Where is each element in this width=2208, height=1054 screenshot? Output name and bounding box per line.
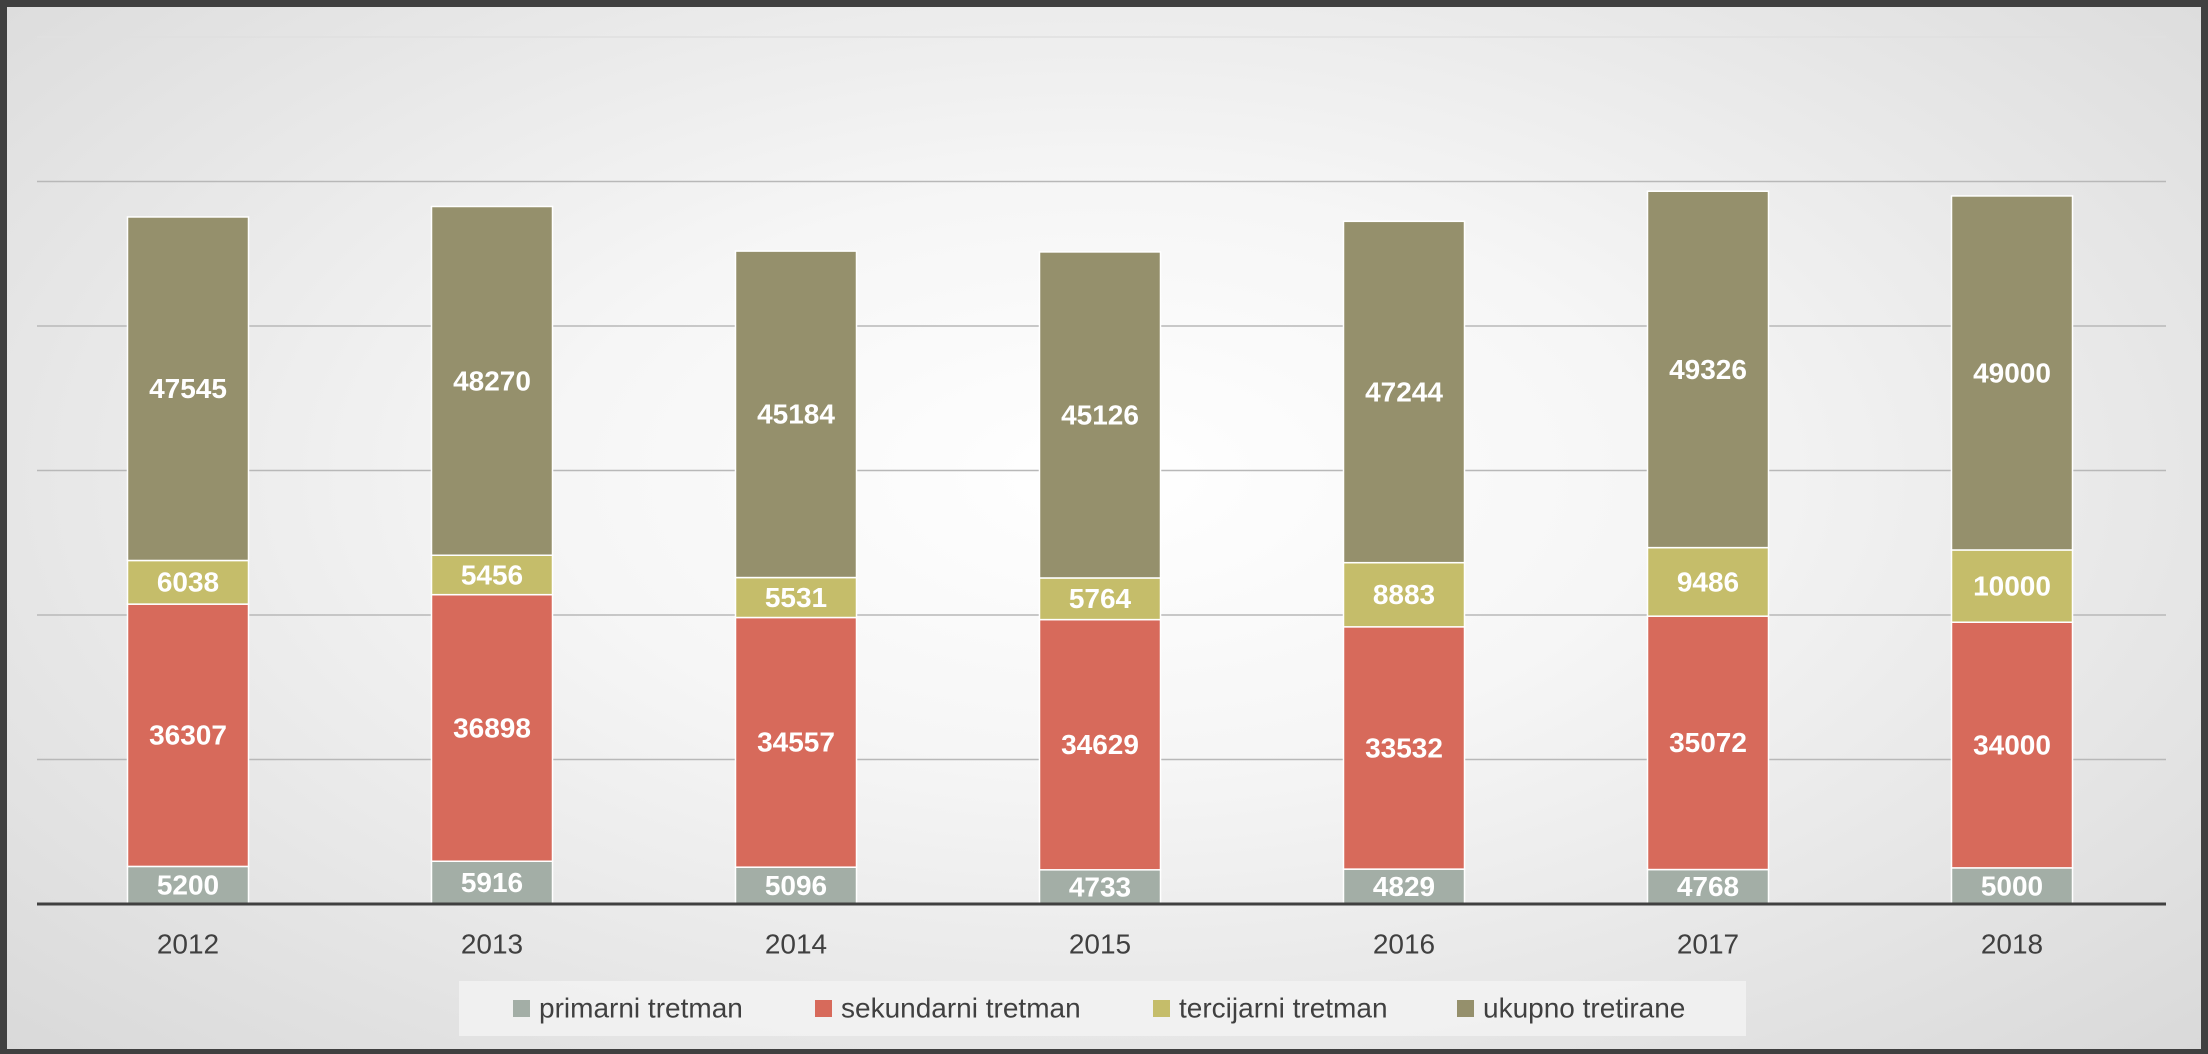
legend-swatch [815, 1000, 832, 1017]
bar-segment [734, 616, 858, 868]
x-tick-label: 2015 [1069, 928, 1131, 959]
bar-segment [1646, 546, 1770, 617]
data-label: 5916 [461, 867, 523, 898]
data-label: 36307 [149, 720, 227, 751]
data-label: 49000 [1973, 357, 2051, 388]
data-label: 35072 [1669, 727, 1747, 758]
chart: 5200 36307 6038 47545 2012 5916 36898 5456 48270… [37, 36, 2166, 1036]
data-label: 49326 [1669, 354, 1747, 385]
bar-segment [430, 205, 554, 556]
legend-swatch [1457, 1000, 1474, 1017]
data-label: 4768 [1677, 871, 1739, 902]
bar-segment [126, 559, 250, 605]
data-label: 45184 [757, 399, 835, 430]
bar-segment [1038, 577, 1162, 621]
bar-segment [1646, 190, 1770, 549]
data-label: 34557 [757, 727, 835, 758]
data-label: 45126 [1061, 399, 1139, 430]
bar-segment [734, 576, 858, 619]
data-label: 5764 [1069, 583, 1132, 614]
data-label: 8883 [1373, 579, 1435, 610]
x-tick-label: 2016 [1373, 928, 1435, 959]
data-label: 36898 [453, 712, 531, 743]
x-tick-label: 2012 [157, 928, 219, 959]
legend-label: sekundarni tretman [841, 992, 1081, 1023]
data-label: 6038 [157, 567, 219, 598]
legend-label: tercijarni tretman [1179, 992, 1388, 1023]
bar-segment [1950, 195, 2074, 551]
bar-segment [430, 554, 554, 596]
data-label: 5000 [1981, 870, 2043, 901]
bar-segment [1950, 621, 2074, 869]
data-label: 5531 [765, 582, 827, 613]
legend-box [459, 981, 1746, 1036]
chart-area: 5200 36307 6038 47545 2012 5916 36898 5456 48270… [7, 7, 2201, 1049]
data-label: 9486 [1677, 566, 1739, 597]
data-label: 5200 [157, 870, 219, 901]
data-label: 48270 [453, 365, 531, 396]
data-label: 47545 [149, 373, 227, 404]
data-label: 47244 [1365, 376, 1443, 407]
x-tick-label: 2014 [765, 928, 827, 959]
data-label: 4733 [1069, 871, 1131, 902]
data-label: 33532 [1365, 732, 1443, 763]
bar-segment [430, 860, 554, 905]
bar-segment [1038, 618, 1162, 871]
x-tick-label: 2017 [1677, 928, 1739, 959]
legend-label: primarni tretman [539, 992, 743, 1023]
bar-segment [1950, 867, 2074, 905]
data-label: 5456 [461, 559, 523, 590]
data-label: 4829 [1373, 871, 1435, 902]
data-label: 34000 [1973, 729, 2051, 760]
bar-segment [126, 216, 250, 562]
x-tick-label: 2013 [461, 928, 523, 959]
bar-segment [126, 603, 250, 868]
legend-swatch [513, 1000, 530, 1017]
legend-label: ukupno tretirane [1483, 992, 1685, 1023]
bar-segment [1342, 220, 1466, 564]
bar-segment [430, 593, 554, 863]
x-tick-label: 2018 [1981, 928, 2043, 959]
data-label: 10000 [1973, 570, 2051, 601]
bar-segment [1342, 561, 1466, 628]
bar-segment [734, 250, 858, 579]
legend-swatch [1153, 1000, 1170, 1017]
data-label: 34629 [1061, 729, 1139, 760]
bar-segment [1038, 251, 1162, 579]
data-label: 5096 [765, 870, 827, 901]
bar-segment [1646, 868, 1770, 905]
bar-segment [1646, 615, 1770, 871]
bar-segment [1038, 869, 1162, 905]
